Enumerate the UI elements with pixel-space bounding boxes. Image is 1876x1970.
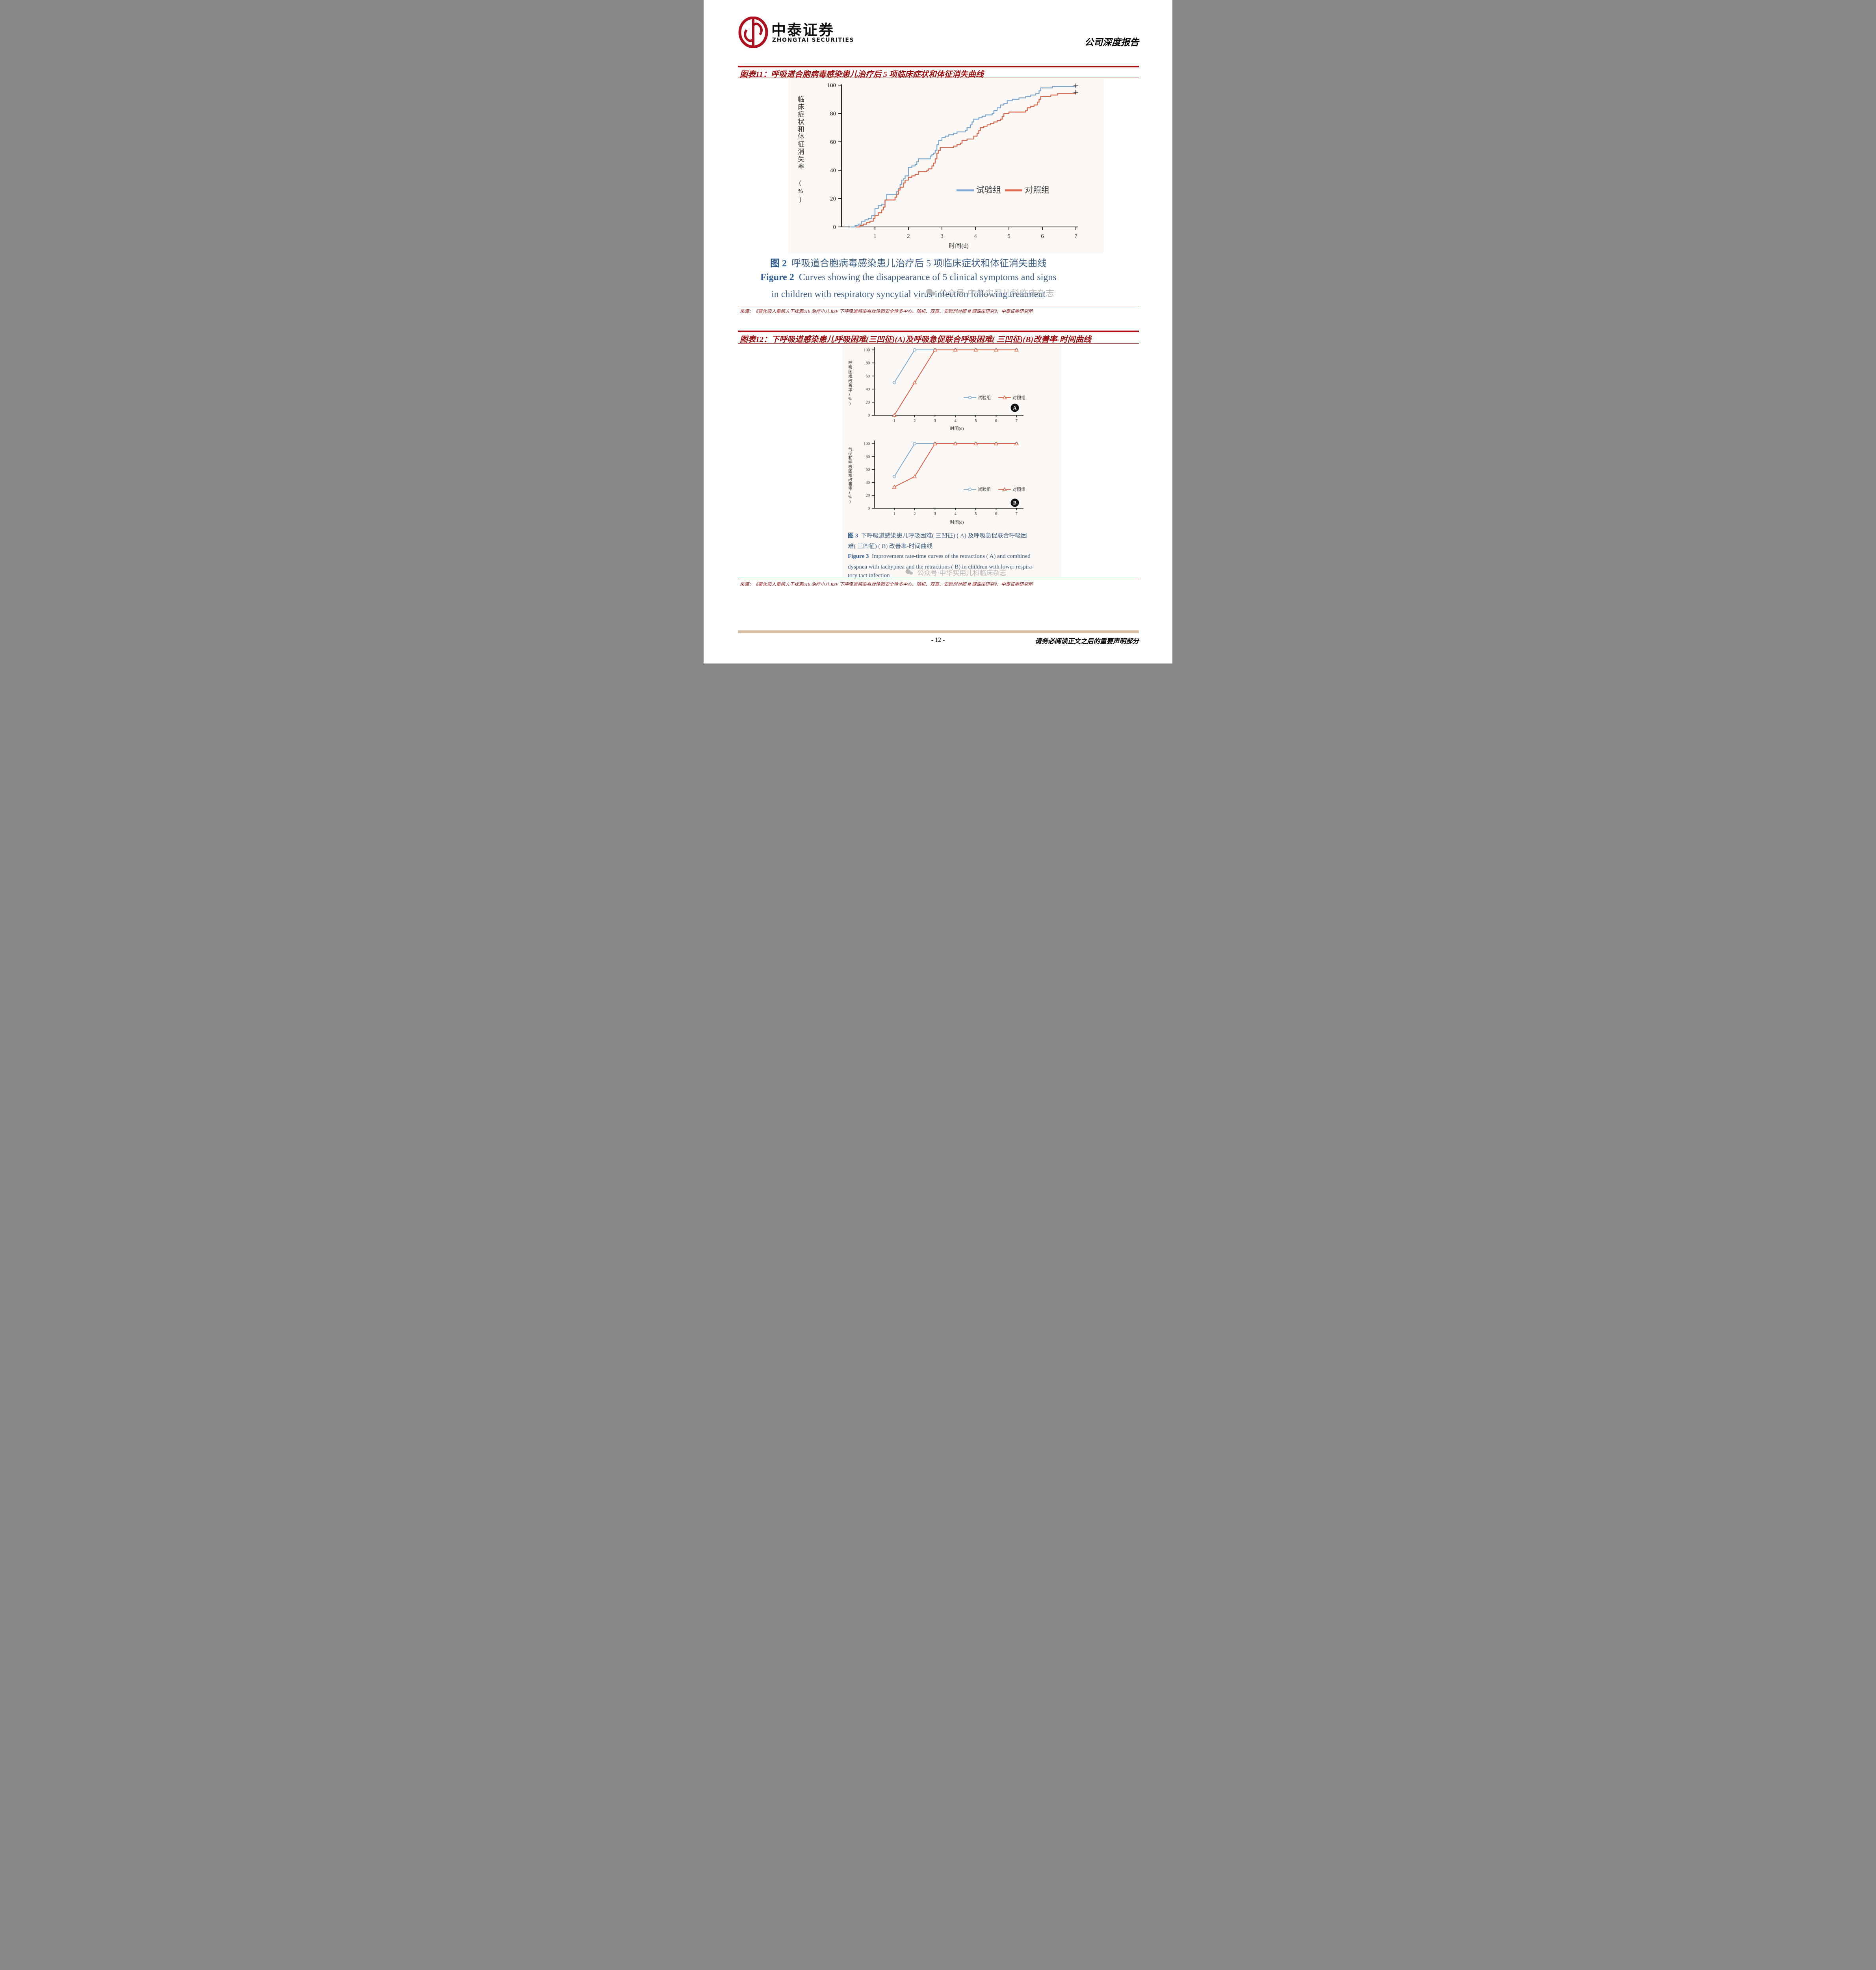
figure3a-y-axis-label: 呼吸困难改善率(%) <box>848 360 852 407</box>
svg-text:2: 2 <box>907 233 910 240</box>
svg-text:时间(d): 时间(d) <box>950 520 964 525</box>
svg-text:1: 1 <box>893 512 895 516</box>
figure11-source: 来源：《雾化吸入重组人干扰素α1b 治疗小儿 RSV 下呼吸道感染有效性和安全性… <box>740 309 1033 314</box>
svg-text:40: 40 <box>830 167 836 174</box>
svg-text:3: 3 <box>934 512 936 516</box>
svg-text:100: 100 <box>827 82 836 89</box>
svg-text:4: 4 <box>974 233 977 240</box>
svg-text:6: 6 <box>995 512 997 516</box>
watermark-journal: 公众号·中华实用儿科临床杂志 <box>926 286 1054 299</box>
svg-text:7: 7 <box>1016 512 1018 516</box>
svg-text:0: 0 <box>868 414 870 418</box>
figure3-caption-cn2: 难( 三凹征) ( B) 改善率-时间曲线 <box>848 543 932 550</box>
figure2-caption-cn-text: 呼吸道合胞病毒感染患儿治疗后 5 项临床症状和体征消失曲线 <box>791 258 1047 269</box>
watermark-journal-2: 公众号·中华实用儿科临床杂志 <box>905 567 1006 577</box>
figure2-y-axis-label: 临床症状和体征消失率 (%) <box>797 96 804 204</box>
figure2-plot: 0 20 40 60 80 100 1 2 3 4 5 6 7 时间(d) 试验组 对照组 <box>827 82 1078 249</box>
report-type-label: 公司深度报告 <box>1085 37 1139 47</box>
svg-text:60: 60 <box>866 374 870 379</box>
figure12-title: 图表12：下呼吸道感染患儿呼吸困难(三凹征)(A)及呼吸急促联合呼吸困难( 三凹… <box>740 335 1091 344</box>
figure3-caption-en3: tory tact infection <box>848 572 890 579</box>
svg-text:40: 40 <box>866 481 870 485</box>
svg-text:4: 4 <box>954 419 957 423</box>
svg-text:A: A <box>1013 405 1017 411</box>
brand-name-en: ZHONGTAI SECURITIES <box>772 37 854 43</box>
svg-text:B: B <box>1013 500 1017 506</box>
svg-text:对照组: 对照组 <box>1012 395 1025 400</box>
svg-text:3: 3 <box>934 419 936 423</box>
svg-text:2: 2 <box>914 512 916 516</box>
svg-text:试验组: 试验组 <box>978 487 991 492</box>
svg-text:100: 100 <box>864 442 870 446</box>
svg-text:试验组: 试验组 <box>978 395 991 400</box>
svg-text:7: 7 <box>1016 419 1018 423</box>
watermark-text: 公众号·中华实用儿科临床杂志 <box>939 289 1054 299</box>
figure12-top-bar <box>738 331 1139 332</box>
wechat-bubbles-icon <box>926 289 936 297</box>
svg-text:6: 6 <box>995 419 997 423</box>
svg-text:时间(d): 时间(d) <box>949 242 969 249</box>
svg-text:80: 80 <box>866 455 870 459</box>
figure3-caption-en2: dyspnea with tachypnea and the retractio… <box>848 564 1034 570</box>
figure11-top-bar <box>738 66 1139 67</box>
svg-text:100: 100 <box>864 348 870 353</box>
svg-text:20: 20 <box>866 494 870 498</box>
wechat-bubbles-icon <box>905 569 914 576</box>
svg-text:2: 2 <box>914 419 916 423</box>
figure11-title: 图表11：呼吸道合胞病毒感染患儿治疗后 5 项临床症状和体征消失曲线 <box>740 70 984 79</box>
figure3b-y-axis-label: 气促和呼吸困难改善率(%) <box>848 447 852 504</box>
svg-text:对照组: 对照组 <box>1025 185 1049 195</box>
svg-text:7: 7 <box>1074 233 1077 240</box>
svg-text:80: 80 <box>830 111 836 117</box>
svg-text:1: 1 <box>873 233 877 240</box>
brand-name-cn: 中泰证券 <box>771 22 834 39</box>
svg-text:5: 5 <box>1007 233 1010 240</box>
svg-text:5: 5 <box>975 419 977 423</box>
svg-text:60: 60 <box>866 468 870 472</box>
report-page: 中泰证券 ZHONGTAI SECURITIES 公司深度报告 图表11：呼吸道… <box>704 0 1172 663</box>
logo-mark <box>738 16 768 48</box>
svg-text:试验组: 试验组 <box>976 185 1001 195</box>
svg-text:20: 20 <box>866 400 870 405</box>
figure2-caption-en-text: Curves showing the disappearance of 5 cl… <box>799 272 1057 282</box>
figure2-caption-en-label: Figure 2 <box>760 272 794 282</box>
svg-text:0: 0 <box>833 224 836 230</box>
figure3-caption-cn1: 图 3 下呼吸道感染患儿呼吸困难( 三凹征) ( A) 及呼吸急促联合呼吸困 <box>848 533 1027 539</box>
figure2-caption-en1: Figure 2 Curves showing the disappearanc… <box>741 272 1076 283</box>
svg-text:80: 80 <box>866 361 870 366</box>
figure2-caption-cn-label: 图 2 <box>770 258 787 269</box>
figure12-source: 来源：《雾化吸入重组人干扰素α1b 治疗小儿 RSV 下呼吸道感染有效性和安全性… <box>740 582 1033 587</box>
figure2-caption-en2: in children with respiratory syncytial v… <box>771 289 1046 299</box>
figure2-image-area: 临床症状和体征消失率 (%) 0 20 40 60 80 100 1 2 3 4 5 6 7 时间(d) 试… <box>788 79 1103 254</box>
figure3a-plot: 0 20 40 60 80 100 1 2 3 4 5 6 7 时间(d) 试验组 对照组 A <box>864 347 1025 431</box>
footer-bar <box>738 630 1139 633</box>
svg-text:3: 3 <box>940 233 944 240</box>
figure3-caption-en1: Figure 3 Improvement rate-time curves of… <box>848 553 1031 559</box>
svg-text:对照组: 对照组 <box>1012 487 1025 492</box>
svg-text:5: 5 <box>975 512 977 516</box>
figure3-caption-en-label: Figure 3 <box>848 553 869 559</box>
figure2-caption-cn: 图 2 呼吸道合胞病毒感染患儿治疗后 5 项临床症状和体征消失曲线 <box>741 255 1076 269</box>
svg-text:1: 1 <box>893 419 895 423</box>
svg-text:0: 0 <box>868 507 870 511</box>
figure12-title-rule <box>738 343 1139 344</box>
svg-text:40: 40 <box>866 387 870 392</box>
figure3b-plot: 0 20 40 60 80 100 1 2 3 4 5 6 7 时间(d) 试验组 对照组 B <box>864 440 1025 525</box>
zhongtai-logo-icon <box>738 16 769 48</box>
svg-text:20: 20 <box>830 196 836 202</box>
figure3-image-area: 呼吸困难改善率(%) 0 20 40 60 80 100 1 2 3 4 5 6 7 时间(d) 试验组 对照… <box>842 344 1061 579</box>
svg-text:6: 6 <box>1041 233 1044 240</box>
footer-disclaimer: 请务必阅读正文之后的重要声明部分 <box>1035 637 1139 645</box>
page-number: - 12 - <box>931 637 945 643</box>
svg-text:4: 4 <box>954 512 957 516</box>
svg-text:时间(d): 时间(d) <box>950 426 964 431</box>
svg-text:60: 60 <box>830 139 836 145</box>
figure3-caption-cn-label: 图 3 <box>848 533 858 539</box>
